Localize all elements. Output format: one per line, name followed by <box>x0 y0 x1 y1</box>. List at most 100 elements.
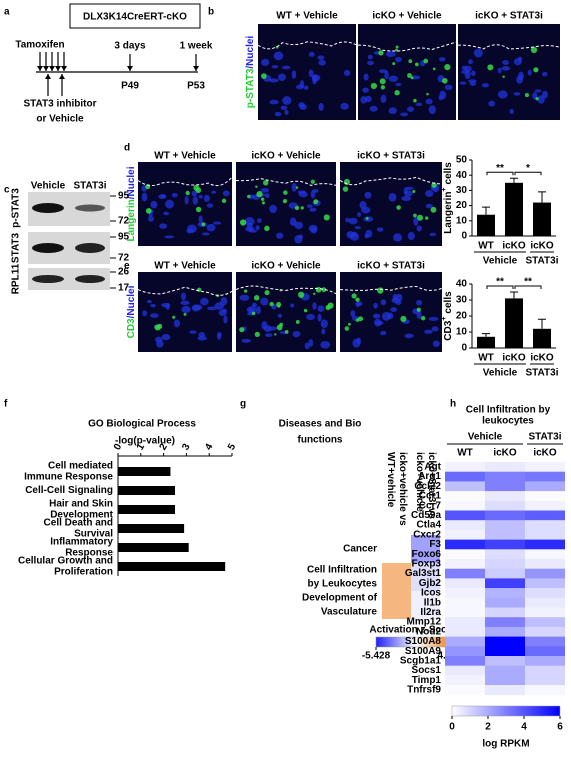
row-label: Development of <box>302 593 378 604</box>
nucleus <box>306 313 315 321</box>
row-label: Icos <box>421 588 441 599</box>
nucleus <box>425 203 433 209</box>
heatmap-cell <box>445 529 485 540</box>
colorbar-label: log RPKM <box>482 739 529 750</box>
heatmap-cell <box>445 656 485 666</box>
marker-label: 72 <box>118 253 130 264</box>
category-label: Cell mediated <box>48 461 113 472</box>
nucleus <box>192 304 203 311</box>
stained-cell <box>313 199 319 205</box>
y-axis-label: CD3+ cells <box>441 291 453 341</box>
heatmap-cell <box>445 665 485 676</box>
nucleus <box>298 191 308 198</box>
row-label: Ccr1 <box>419 491 442 502</box>
error-bar <box>510 177 518 183</box>
heatmap-cell <box>525 539 565 550</box>
heatmap-cell <box>485 626 525 637</box>
y-tick-label: 20 <box>456 311 468 322</box>
arrow-head <box>193 66 199 71</box>
nucleus <box>299 104 307 110</box>
colorbar-tick-label: 6 <box>557 722 563 733</box>
y-tick-label: 30 <box>456 185 468 196</box>
stained-cell <box>420 316 426 321</box>
significance-bracket <box>514 171 542 176</box>
column-label: icko+Stat3i vs <box>426 452 437 519</box>
y-tick-label: 0 <box>461 343 467 354</box>
nucleus <box>376 227 384 232</box>
x-tick-label: 1 <box>135 442 148 453</box>
row-label: Timp1 <box>412 675 442 686</box>
nucleus <box>241 338 252 343</box>
nucleus <box>317 313 322 322</box>
y-axis-label-sup: + <box>441 317 448 321</box>
stained-cell <box>414 62 419 67</box>
nucleus <box>388 107 397 115</box>
stain-part: Langerin <box>126 199 137 241</box>
nucleus <box>290 303 295 308</box>
heatmap-cell <box>525 500 565 511</box>
stain-part: /Nuclei <box>126 285 137 318</box>
stain-part: /Nuclei <box>126 166 137 199</box>
nucleus <box>198 215 203 224</box>
nucleus <box>147 215 154 222</box>
nucleus <box>150 313 159 318</box>
heatmap-cell <box>525 559 565 569</box>
stained-cell <box>351 293 357 299</box>
nucleus <box>271 64 279 69</box>
nucleus <box>308 338 314 347</box>
row-label: Foxp3 <box>412 558 442 569</box>
chart-title: Cell Infiltration by <box>466 405 551 416</box>
nucleus <box>222 190 230 197</box>
panel-label: g <box>240 399 246 410</box>
nucleus <box>150 304 156 308</box>
heatmap-cell <box>485 578 525 589</box>
significance: ** <box>496 163 504 174</box>
nucleus <box>277 313 282 318</box>
nucleus <box>207 306 217 311</box>
lane-label: Vehicle <box>31 181 66 192</box>
stained-cell <box>303 308 308 313</box>
y-axis-label-part: cells <box>443 162 454 185</box>
nucleus <box>269 204 278 214</box>
nucleus <box>191 190 198 197</box>
nucleus <box>527 69 532 76</box>
stain-label: p-STAT3/Nuclei <box>245 36 256 109</box>
heatmap-cell <box>485 539 525 550</box>
category-label: Immune Response <box>24 472 113 483</box>
nucleus <box>269 99 279 105</box>
timepoint: 3 days <box>114 41 146 52</box>
heatmap-cell <box>445 597 485 608</box>
heatmap-cell <box>485 510 525 521</box>
arrow-head <box>45 74 51 79</box>
nucleus <box>395 82 402 87</box>
bar <box>533 328 551 348</box>
band <box>32 275 64 283</box>
nucleus <box>268 78 279 83</box>
panel-label: h <box>450 399 456 410</box>
nucleus <box>251 302 258 308</box>
stained-cell <box>342 186 349 192</box>
nucleus <box>345 217 350 223</box>
heatmap-cell <box>411 563 440 591</box>
nucleus <box>284 109 289 115</box>
nucleus <box>516 75 523 84</box>
nucleus <box>340 102 349 110</box>
x-axis-label: -log(p-value) <box>115 436 175 447</box>
nucleus <box>407 232 415 241</box>
nucleus <box>203 194 210 203</box>
stained-cell <box>276 302 282 308</box>
stained-cell <box>251 311 256 316</box>
nucleus <box>380 299 387 306</box>
nucleus <box>534 89 542 93</box>
nucleus <box>473 48 483 58</box>
x-tick-label: icKO <box>502 353 526 364</box>
heatmap-cell <box>485 656 525 666</box>
group-label: Vehicle <box>483 256 518 267</box>
column-label: WT <box>457 448 473 459</box>
nucleus <box>198 194 203 199</box>
x-tick-label: WT <box>478 241 494 252</box>
nucleus <box>320 319 328 329</box>
nucleus <box>425 98 433 105</box>
x-tick-label: 5 <box>226 442 239 453</box>
heatmap-cell <box>525 549 565 560</box>
